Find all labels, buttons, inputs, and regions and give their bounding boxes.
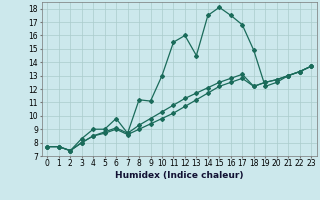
X-axis label: Humidex (Indice chaleur): Humidex (Indice chaleur) xyxy=(115,171,244,180)
